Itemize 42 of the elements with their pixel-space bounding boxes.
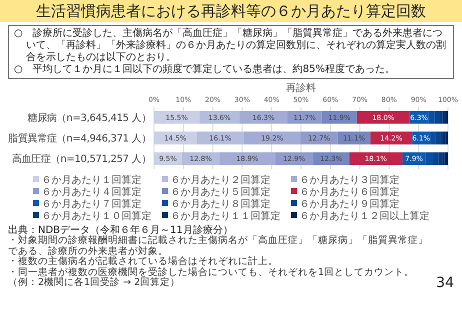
bar — [196, 132, 244, 144]
bar — [442, 110, 446, 124]
chart-subtitle: 再診料 — [286, 82, 316, 94]
legend-label: ６か月あたり４回算定 — [40, 187, 142, 198]
legend-label: ６か月あたり５回算定 — [170, 187, 272, 198]
text: ・対象期間の診療報酬明細書に記載された主傷病名が「高血圧症」「糖尿病」「脂質異常症」である、診療所の外来患者が対象。 — [8, 235, 429, 256]
text: ・同一患者が複数の医療機関を受診した場合についても、それぞれを1回としてカウント。（例：2機関に各1回受診 → 2回算定） — [8, 266, 416, 288]
bar — [439, 110, 443, 124]
legend-label: ６か月あたり７回算定 — [40, 199, 142, 211]
bar — [434, 110, 440, 124]
text: ○ 診療所に受診した、主傷病名が「高血圧症」「糖尿病」「脂質異常症」である外来患者について、「再診料」「外来診療料」の６か月あたりの算定回数別に、それぞれの算定実人数の割合を示したものは以下のとおり。 — [14, 28, 447, 64]
legend-label: ６か月あたり１２回以上算定 — [298, 211, 430, 223]
text: 34 — [436, 274, 454, 290]
bar — [442, 152, 445, 166]
bar — [154, 132, 197, 144]
bar — [436, 132, 440, 144]
legend-label: ６か月あたり１回算定 — [40, 175, 142, 186]
bar — [440, 132, 443, 144]
text: ・複数の主傷病名が記載されている場合はそれぞれに計上。 — [8, 256, 279, 267]
bar — [244, 132, 300, 144]
legend-label: ６か月あたり３回算定 — [298, 175, 400, 186]
y-tick-label: 糖尿病（n=3,645,415 人） — [28, 112, 151, 124]
legend-label: ６か月あたり１１回算定 — [170, 211, 280, 223]
legend-label: ６か月あたり２回算定 — [170, 175, 272, 186]
source-note: 出典：NDBデータ（令和６年６月～11月診療分） — [8, 225, 233, 236]
legend-label: ６か月あたり６回算定 — [298, 187, 400, 198]
legend-label: ６か月あたり８回算定 — [170, 199, 270, 211]
legend-label: ６か月あたり１０回算定 — [40, 211, 152, 223]
y-tick-label: 高血圧症（n=10,571,257 人） — [12, 153, 151, 166]
bar — [445, 132, 448, 144]
bar — [444, 152, 448, 166]
bar — [370, 132, 412, 144]
bar — [428, 110, 435, 124]
bar — [430, 132, 436, 144]
legend-label: ６か月あたり９回算定 — [298, 199, 400, 210]
y-tick-label: 脂質異常症（n=4,946,371 人） — [8, 132, 151, 144]
bar — [445, 110, 448, 124]
bar — [426, 152, 434, 166]
bar — [433, 152, 438, 166]
bar — [300, 132, 338, 144]
chart-title: 生活習慣病患者における再診料等の６か月あたり算定回数 — [0, 0, 462, 22]
text: ○ 平均して１か月に１回以下の頻度で算定している患者は、約85%程度であった。 — [14, 64, 396, 76]
